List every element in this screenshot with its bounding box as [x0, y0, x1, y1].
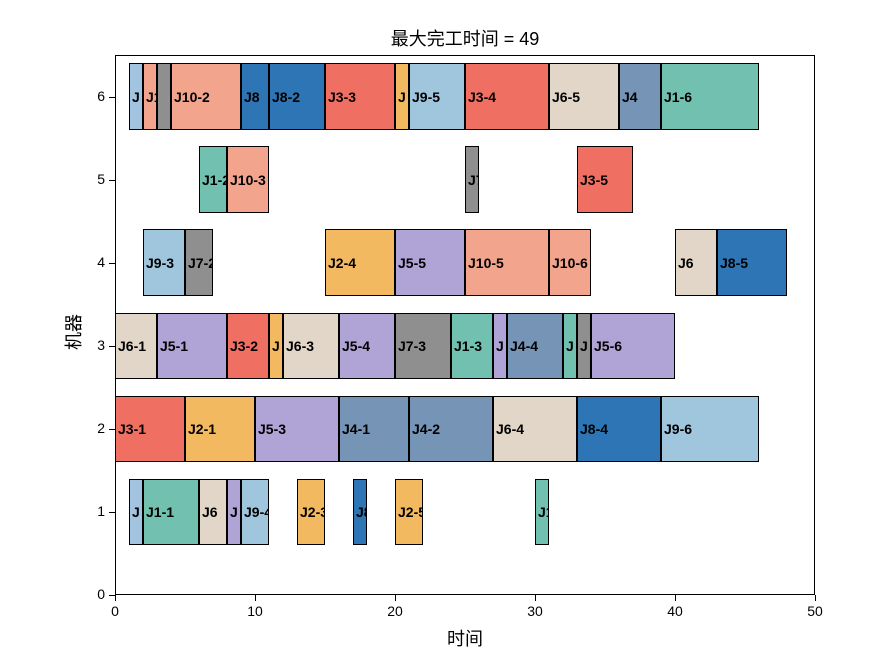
gantt-bar: J6: [675, 229, 717, 295]
gantt-bar: J4-2: [409, 396, 493, 462]
y-tick: [109, 429, 115, 430]
gantt-bar: J9-3: [143, 229, 185, 295]
y-tick: [109, 512, 115, 513]
x-tick: [255, 595, 256, 601]
gantt-bar: J4-1: [339, 396, 409, 462]
gantt-bar: J7-2: [185, 229, 213, 295]
gantt-bar: J5-1: [157, 313, 227, 379]
gantt-bar: J: [269, 313, 283, 379]
gantt-bar: J6-3: [283, 313, 339, 379]
x-tick: [675, 595, 676, 601]
gantt-bar: J: [577, 313, 591, 379]
gantt-bar: J10-5: [465, 229, 549, 295]
gantt-bar: J1-2: [199, 146, 227, 212]
gantt-bar: J10-6: [549, 229, 591, 295]
gantt-bar: J6-1: [115, 313, 157, 379]
gantt-bar: J1-1: [143, 479, 199, 545]
gantt-bar: J10-2: [171, 63, 241, 129]
gantt-bar: J3-2: [227, 313, 269, 379]
gantt-bar: J7-3: [395, 313, 451, 379]
y-tick-label: 3: [97, 337, 105, 353]
gantt-bar: J2-5: [395, 479, 423, 545]
gantt-bar: J2-4: [325, 229, 395, 295]
y-tick-label: 0: [97, 586, 105, 602]
gantt-bar: J9-6: [661, 396, 759, 462]
gantt-bar: J8-3: [353, 479, 367, 545]
gantt-bar: J8: [241, 63, 269, 129]
x-tick-label: 30: [525, 603, 545, 619]
gantt-bar: J6-5: [549, 63, 619, 129]
gantt-bar: J: [129, 63, 143, 129]
gantt-bar: J1-6: [661, 63, 759, 129]
gantt-bar: J1-3: [451, 313, 493, 379]
gantt-bar: J3-5: [577, 146, 633, 212]
x-tick-label: 40: [665, 603, 685, 619]
gantt-bar: J: [563, 313, 577, 379]
gantt-bar: J: [227, 479, 241, 545]
gantt-bar: J6: [199, 479, 227, 545]
y-axis-label: 机器: [60, 314, 86, 350]
x-tick-label: 50: [805, 603, 825, 619]
x-tick: [395, 595, 396, 601]
chart-title: 最大完工时间 = 49: [115, 25, 815, 51]
x-tick: [535, 595, 536, 601]
y-tick-label: 2: [97, 420, 105, 436]
gantt-bar: J9-5: [409, 63, 465, 129]
y-tick-label: 5: [97, 171, 105, 187]
gantt-bar: J1: [143, 63, 157, 129]
gantt-bar: J3-1: [115, 396, 185, 462]
gantt-bar: J: [395, 63, 409, 129]
gantt-bar: J: [493, 313, 507, 379]
x-tick-label: 0: [105, 603, 125, 619]
gantt-bar: J5-5: [395, 229, 465, 295]
gantt-bar: J9-4: [241, 479, 269, 545]
chart-root: 最大完工时间 = 49 时间 机器 JJ1-1J6JJ9-4J2-3J8-3J2…: [0, 0, 875, 656]
gantt-bar: J7-4: [465, 146, 479, 212]
y-tick-label: 1: [97, 503, 105, 519]
x-tick-label: 10: [245, 603, 265, 619]
y-tick-label: 6: [97, 88, 105, 104]
gantt-bar: J5-6: [591, 313, 675, 379]
gantt-bar: [157, 63, 171, 129]
y-tick: [109, 595, 115, 596]
x-tick: [815, 595, 816, 601]
gantt-bar: J: [129, 479, 143, 545]
y-tick-label: 4: [97, 254, 105, 270]
x-axis-label: 时间: [115, 625, 815, 651]
gantt-bar: J4-4: [507, 313, 563, 379]
y-tick: [109, 346, 115, 347]
gantt-bar: J5-3: [255, 396, 339, 462]
gantt-bar: J2-1: [185, 396, 255, 462]
gantt-bar: J8-5: [717, 229, 787, 295]
gantt-bar: J4: [619, 63, 661, 129]
x-tick: [115, 595, 116, 601]
gantt-bar: J2-3: [297, 479, 325, 545]
gantt-bar: J3-4: [465, 63, 549, 129]
gantt-bar: J3-3: [325, 63, 395, 129]
gantt-bar: J8-4: [577, 396, 661, 462]
y-tick: [109, 180, 115, 181]
y-tick: [109, 97, 115, 98]
x-tick-label: 20: [385, 603, 405, 619]
gantt-bar: J1-4: [535, 479, 549, 545]
gantt-bar: J6-4: [493, 396, 577, 462]
y-tick: [109, 263, 115, 264]
gantt-bar: J8-2: [269, 63, 325, 129]
gantt-bar: J5-4: [339, 313, 395, 379]
gantt-bar: J10-3: [227, 146, 269, 212]
